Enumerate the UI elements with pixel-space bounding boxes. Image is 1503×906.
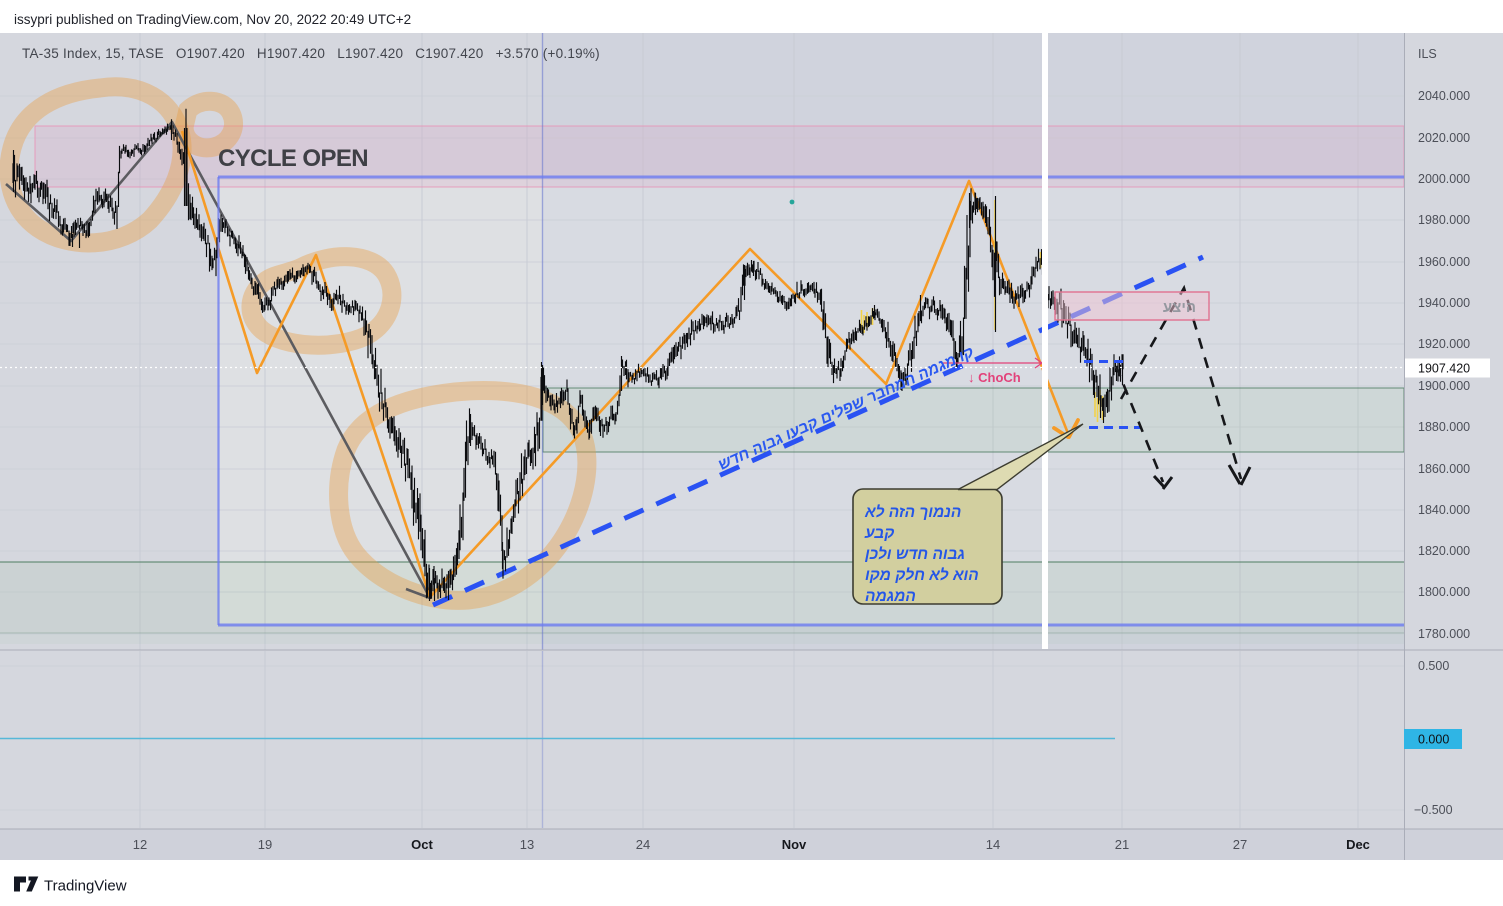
svg-text:1920.000: 1920.000: [1418, 337, 1470, 351]
svg-text:14: 14: [986, 837, 1000, 852]
svg-text:1900.000: 1900.000: [1418, 379, 1470, 393]
svg-text:2000.000: 2000.000: [1418, 172, 1470, 186]
svg-text:0.500: 0.500: [1418, 659, 1449, 673]
svg-text:CYCLE OPEN: CYCLE OPEN: [218, 145, 368, 172]
svg-text:Dec: Dec: [1346, 837, 1370, 852]
svg-text:27: 27: [1233, 837, 1247, 852]
svg-text:ILS: ILS: [1418, 47, 1437, 61]
svg-text:1940.000: 1940.000: [1418, 296, 1470, 310]
svg-text:המגמה: המגמה: [865, 588, 916, 605]
svg-text:1980.000: 1980.000: [1418, 213, 1470, 227]
svg-text:issypri published on TradingVi: issypri published on TradingView.com, No…: [14, 12, 411, 27]
svg-text:21: 21: [1115, 837, 1129, 852]
svg-text:↓ ChoCh: ↓ ChoCh: [968, 370, 1021, 385]
svg-text:19: 19: [258, 837, 272, 852]
svg-text:1880.000: 1880.000: [1418, 420, 1470, 434]
svg-text:2020.000: 2020.000: [1418, 131, 1470, 145]
svg-text:2040.000: 2040.000: [1418, 89, 1470, 103]
svg-text:היצע: היצע: [1163, 299, 1196, 316]
svg-text:1820.000: 1820.000: [1418, 544, 1470, 558]
svg-text:1907.420: 1907.420: [1418, 362, 1470, 376]
svg-text:קבע: קבע: [864, 525, 894, 542]
svg-text:24: 24: [636, 837, 650, 852]
svg-text:−0.500: −0.500: [1414, 803, 1453, 817]
svg-text:1860.000: 1860.000: [1418, 462, 1470, 476]
svg-text:12: 12: [133, 837, 147, 852]
svg-text:Oct: Oct: [411, 837, 433, 852]
svg-text:1840.000: 1840.000: [1418, 503, 1470, 517]
svg-text:הנמוך הזה לא: הנמוך הזה לא: [864, 504, 961, 521]
svg-text:1960.000: 1960.000: [1418, 255, 1470, 269]
svg-text:Nov: Nov: [782, 837, 807, 852]
svg-text:TA-35 Index, 15, TASE O1907.: TA-35 Index, 15, TASE O1907.420 H1907.42…: [22, 46, 600, 61]
svg-text:1780.000: 1780.000: [1418, 627, 1470, 641]
svg-text:TradingView: TradingView: [44, 878, 127, 895]
svg-text:13: 13: [520, 837, 534, 852]
svg-text:גבוה חדש ולכן: גבוה חדש ולכן: [864, 546, 965, 563]
svg-text:0.000: 0.000: [1418, 733, 1449, 747]
svg-text:1800.000: 1800.000: [1418, 585, 1470, 599]
svg-text:הוא לא חלק מקו: הוא לא חלק מקו: [865, 567, 979, 584]
